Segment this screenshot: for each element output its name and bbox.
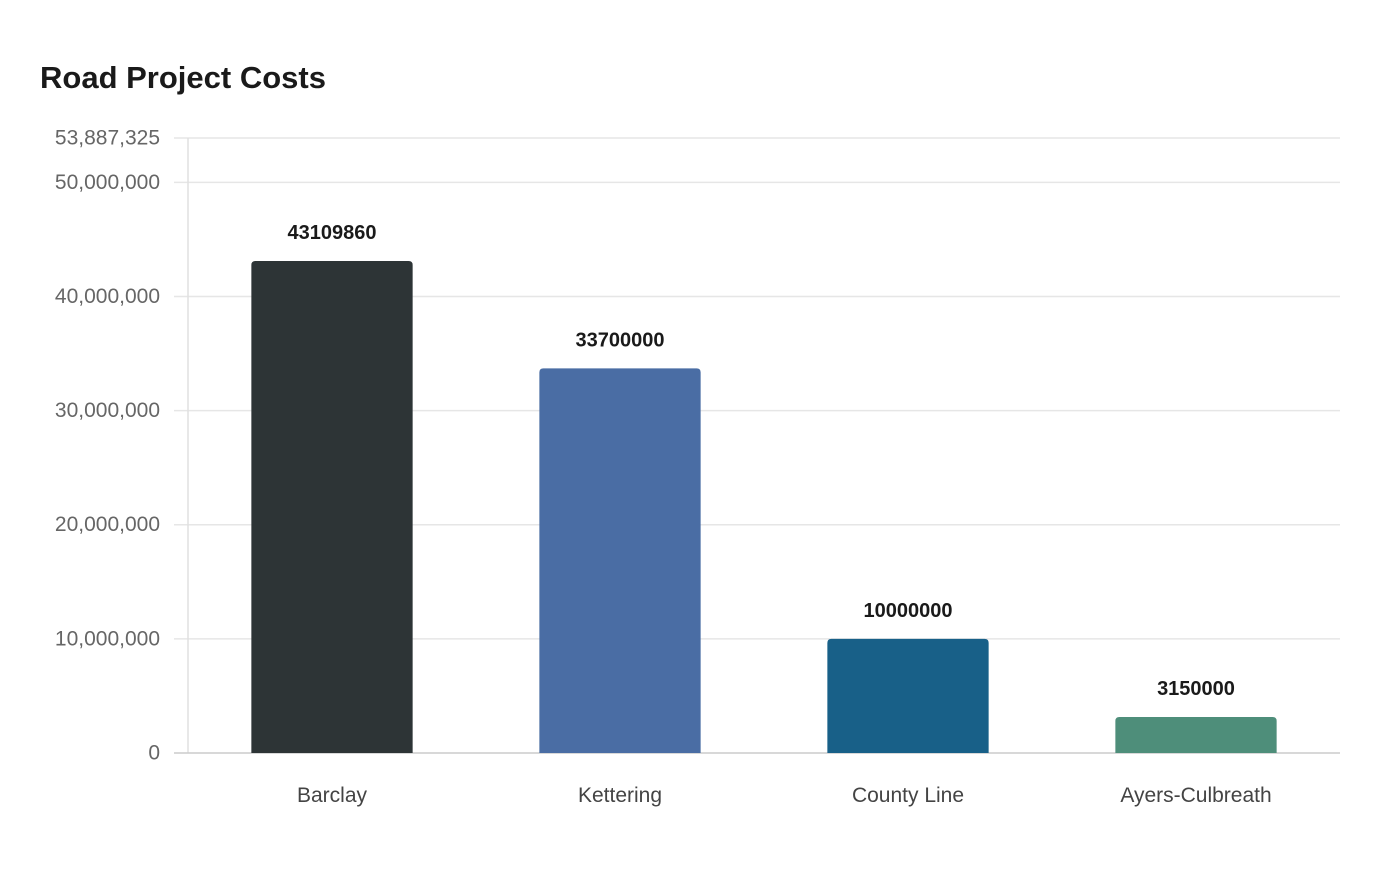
y-tick-label: 50,000,000 [55,171,160,194]
x-tick-label: County Line [852,784,964,807]
x-tick-label: Kettering [578,784,662,807]
y-tick-label: 20,000,000 [55,513,160,536]
bar-ayers-culbreath [1115,717,1277,753]
x-tick-label: Barclay [297,784,368,807]
bar-county-line [827,638,989,753]
x-tick-label: Ayers-Culbreath [1120,784,1271,807]
y-tick-label: 30,000,000 [55,399,160,422]
bar-kettering [539,368,701,753]
data-label: 3150000 [1157,678,1235,700]
y-tick-label: 40,000,000 [55,285,160,308]
y-tick-label: 10,000,000 [55,627,160,650]
chart-title: Road Project Costs [40,60,326,95]
y-tick-label: 53,887,325 [55,127,160,150]
data-label: 33700000 [576,329,665,351]
data-label: 10000000 [864,600,953,622]
labels: 0 10,000,000 20,000,000 30,000,000 40,000,00… [55,127,1272,808]
bar-barclay [251,261,413,753]
bars [251,261,1277,753]
y-tick-label: 0 [148,742,160,765]
data-label: 43109860 [288,222,377,244]
